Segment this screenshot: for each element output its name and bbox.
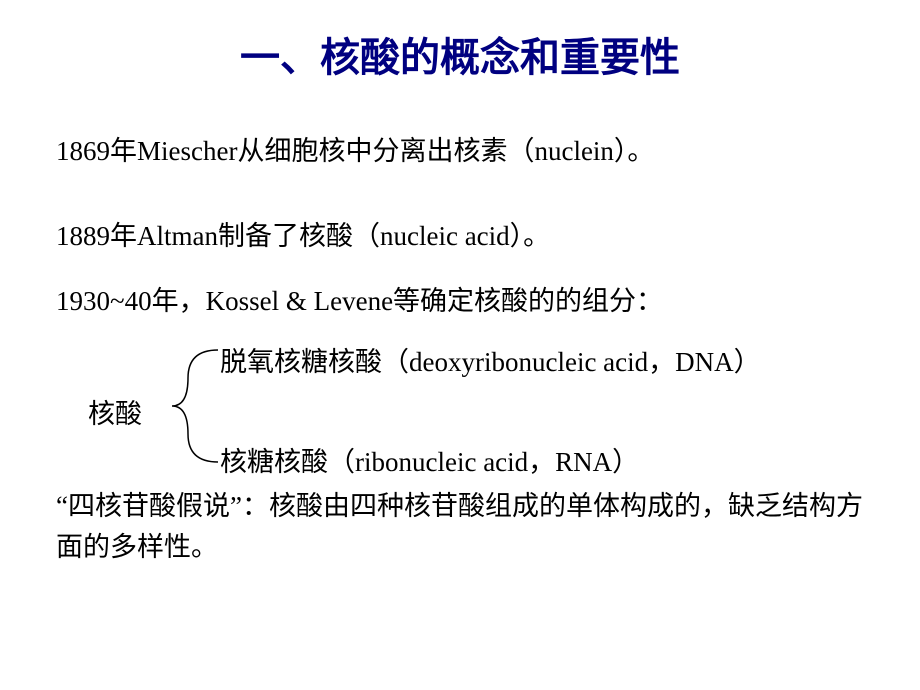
history-line-1930: 1930~40年，Kossel & Levene等确定核酸的的组分：	[56, 280, 864, 323]
classification-root-label: 核酸	[88, 392, 142, 431]
history-line-1889: 1889年Altman制备了核酸（nucleic acid）。	[56, 215, 864, 258]
classification-branch-rna: 核糖核酸（ribonucleic acid，RNA）	[220, 440, 639, 479]
classification-diagram: 核酸 脱氧核糖核酸（deoxyribonucleic acid，DNA） 核糖核…	[56, 338, 864, 478]
classification-branch-dna: 脱氧核糖核酸（deoxyribonucleic acid，DNA）	[220, 340, 761, 379]
bracket-icon	[168, 344, 218, 468]
slide: 一、核酸的概念和重要性 1869年Miescher从细胞核中分离出核素（nucl…	[0, 0, 920, 690]
bracket-path	[172, 350, 218, 462]
history-line-1869: 1869年Miescher从细胞核中分离出核素（nuclein）。	[56, 130, 864, 173]
slide-title: 一、核酸的概念和重要性	[56, 34, 864, 82]
hypothesis-paragraph: “四核苷酸假说”：核酸由四种核苷酸组成的单体构成的，缺乏结构方面的多样性。	[56, 486, 864, 570]
